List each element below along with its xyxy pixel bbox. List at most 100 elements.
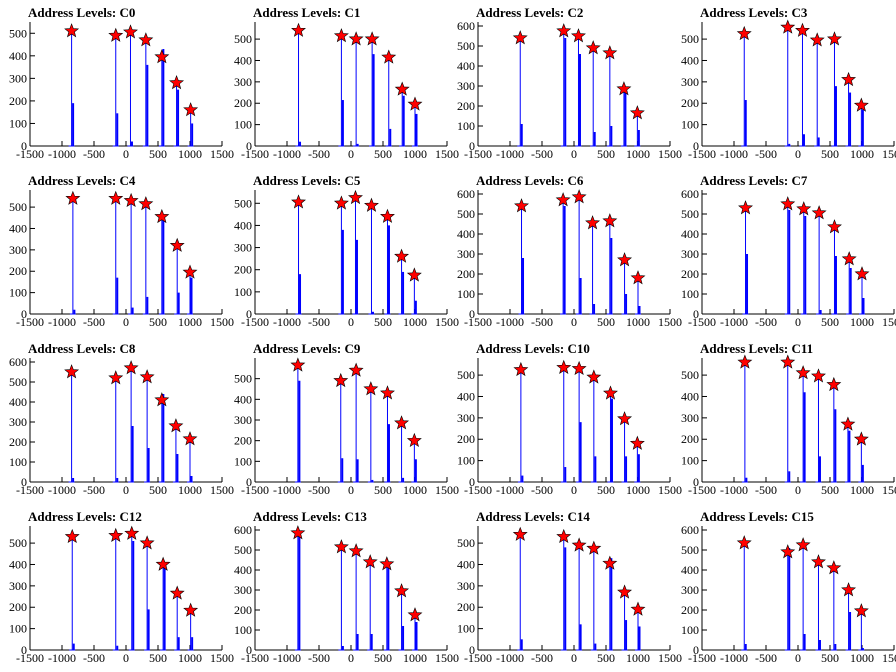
y-tick-label: 0 xyxy=(693,307,699,321)
x-tick-label: 500 xyxy=(374,315,392,329)
y-tick-label: 200 xyxy=(234,434,252,448)
y-tick-label: 300 xyxy=(681,247,699,261)
y-tick-label: 500 xyxy=(681,207,699,221)
peak-marker-star xyxy=(809,32,825,47)
x-tick-label: 0 xyxy=(795,315,801,329)
x-tick-label: -1000 xyxy=(496,651,524,665)
x-tick-label: 0 xyxy=(571,315,577,329)
panel-title: Address Levels: C8 xyxy=(28,341,136,356)
peak-marker-star xyxy=(65,190,81,205)
y-tick-label: 100 xyxy=(9,455,27,469)
x-tick-label: 1500 xyxy=(882,147,896,161)
y-tick-label: 200 xyxy=(234,603,252,617)
panel-c3: Address Levels: C30100200300400500-1500-… xyxy=(681,5,896,161)
x-tick-label: 500 xyxy=(374,147,392,161)
peak-marker-star xyxy=(841,582,857,597)
x-tick-label: -1000 xyxy=(720,651,748,665)
peak-marker-star xyxy=(123,192,139,208)
y-tick-label: 100 xyxy=(681,454,699,468)
peak-marker-star xyxy=(168,418,184,433)
x-tick-label: -1000 xyxy=(48,483,76,497)
x-tick-label: 1500 xyxy=(658,147,682,161)
x-tick-label: 1500 xyxy=(210,315,234,329)
peak-marker-star xyxy=(169,237,185,252)
x-tick-label: 500 xyxy=(821,651,839,665)
peak-marker-star xyxy=(853,97,869,112)
y-tick-label: 600 xyxy=(9,355,27,369)
x-tick-label: -1000 xyxy=(273,483,301,497)
y-tick-label: 0 xyxy=(469,643,475,657)
x-tick-label: -1500 xyxy=(16,483,44,497)
peak-marker-star xyxy=(348,31,364,46)
panel-c13: Address Levels: C13 0 100 200 300 400 500 600 -1… xyxy=(234,509,459,665)
peak-marker-star xyxy=(617,252,633,267)
y-tick-label: 0 xyxy=(469,139,475,153)
y-tick-label: 400 xyxy=(9,221,27,235)
x-tick-label: -500 xyxy=(531,651,553,665)
panel-c15: Address Levels: C15 0 100 200 300 400 500 600 -1… xyxy=(681,509,896,665)
x-tick-label: 1000 xyxy=(178,315,202,329)
y-tick-label: 200 xyxy=(234,96,252,110)
x-tick-label: -500 xyxy=(83,147,105,161)
peak-marker-star xyxy=(514,198,529,213)
peak-marker-star xyxy=(348,543,364,558)
peak-marker-star xyxy=(169,75,185,90)
x-tick-label: -1000 xyxy=(496,315,524,329)
peak-marker-star xyxy=(586,369,602,384)
x-tick-label: 500 xyxy=(821,483,839,497)
peak-marker-star xyxy=(362,554,378,569)
x-tick-label: 1000 xyxy=(626,651,650,665)
x-tick-label: 1500 xyxy=(210,651,234,665)
x-tick-label: 500 xyxy=(149,147,167,161)
y-tick-label: 100 xyxy=(457,119,475,133)
x-tick-label: 1500 xyxy=(658,483,682,497)
x-tick-label: -1500 xyxy=(16,147,44,161)
peak-marker-star xyxy=(108,527,124,542)
peak-marker-star xyxy=(827,31,842,46)
peak-marker-star xyxy=(630,601,646,616)
y-tick-label: 100 xyxy=(681,623,699,637)
y-tick-label: 100 xyxy=(681,287,699,301)
y-tick-label: 300 xyxy=(9,243,27,257)
y-tick-label: 400 xyxy=(457,227,475,241)
panel-title: Address Levels: C0 xyxy=(28,5,135,20)
peak-marker-star xyxy=(629,105,645,120)
peak-marker-star xyxy=(406,432,422,448)
peak-marker-star xyxy=(811,368,826,383)
x-tick-label: 500 xyxy=(597,483,615,497)
x-tick-label: -1500 xyxy=(16,315,44,329)
x-tick-label: 0 xyxy=(123,483,129,497)
x-tick-label: -1500 xyxy=(241,315,269,329)
panel-title: Address Levels: C1 xyxy=(253,5,360,20)
y-tick-label: 600 xyxy=(681,523,699,537)
panel-title: Address Levels: C2 xyxy=(476,5,583,20)
peak-marker-star xyxy=(841,71,857,87)
y-tick-label: 600 xyxy=(234,523,252,537)
x-tick-label: 1000 xyxy=(403,147,427,161)
y-tick-label: 200 xyxy=(9,600,27,614)
y-tick-label: 100 xyxy=(9,116,27,130)
peak-marker-star xyxy=(108,190,124,205)
y-tick-label: 200 xyxy=(681,432,699,446)
peak-marker-star xyxy=(123,360,139,375)
peak-marker-star xyxy=(826,560,842,575)
y-tick-label: 300 xyxy=(457,411,475,425)
y-tick-label: 400 xyxy=(457,389,475,403)
peak-marker-star xyxy=(780,354,796,369)
peak-marker-star xyxy=(124,525,140,540)
x-tick-label: 1000 xyxy=(403,315,427,329)
y-tick-label: 0 xyxy=(21,643,27,657)
y-tick-label: 500 xyxy=(457,39,475,53)
y-tick-label: 500 xyxy=(234,372,252,386)
y-tick-label: 200 xyxy=(457,432,475,446)
peak-marker-star xyxy=(154,49,170,64)
x-tick-label: -1500 xyxy=(241,147,269,161)
x-tick-label: -500 xyxy=(531,483,553,497)
x-tick-label: 1500 xyxy=(658,315,682,329)
peak-marker-star xyxy=(512,526,528,541)
y-tick-label: 500 xyxy=(457,536,475,550)
y-tick-label: 500 xyxy=(9,200,27,214)
peak-marker-star xyxy=(827,219,842,234)
peak-marker-star xyxy=(139,535,155,550)
x-tick-label: -500 xyxy=(308,147,330,161)
